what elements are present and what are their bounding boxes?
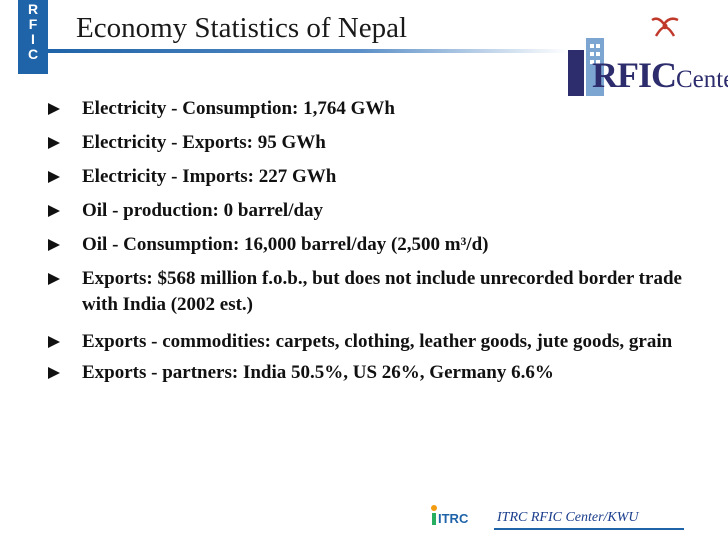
footer-label: ITRC RFIC Center/KWU [497, 510, 639, 525]
badge-letter-c: C [27, 46, 39, 62]
list-item: Exports: $568 million f.o.b., but does n… [46, 266, 706, 318]
list-item: Electricity - Exports: 95 GWh [46, 130, 706, 156]
badge-letter-f: F [28, 16, 38, 32]
bullet-arrow-icon [48, 137, 60, 149]
list-item: Exports - partners: India 50.5%, US 26%,… [46, 360, 706, 386]
badge-letter-r: R [27, 1, 39, 17]
bullet-arrow-icon [48, 239, 60, 251]
title-underline [48, 49, 568, 53]
logo-mark-icon [651, 17, 679, 37]
bullet-arrow-icon [48, 367, 60, 379]
page-title: Economy Statistics of Nepal [76, 12, 408, 44]
itrc-logo-text: ITRC [438, 511, 469, 526]
list-item-text: Exports - commodities: carpets, clothing… [82, 331, 673, 352]
list-item: Electricity - Imports: 227 GWh [46, 164, 706, 190]
bullet-arrow-icon [48, 103, 60, 115]
footer-underline [494, 528, 684, 530]
logo-main-text: RFIC [592, 55, 677, 95]
logo-suffix-text: Center [676, 66, 728, 93]
itrc-logo: ITRC [431, 505, 469, 526]
statistics-list: Electricity - Consumption: 1,764 GWh Ele… [46, 96, 706, 394]
list-item-text: Electricity - Imports: 227 GWh [82, 166, 337, 187]
bullet-arrow-icon [48, 171, 60, 183]
list-item-text: Oil - production: 0 barrel/day [82, 200, 324, 221]
rfic-side-badge: R F I C [18, 0, 48, 74]
building-icon [568, 38, 604, 96]
list-item-text: Exports - partners: India 50.5%, US 26%,… [82, 362, 554, 383]
bullet-arrow-icon [48, 336, 60, 348]
bullet-arrow-icon [48, 273, 60, 285]
list-item: Oil - Consumption: 16,000 barrel/day (2,… [46, 232, 706, 258]
list-item-text: Oil - Consumption: 16,000 barrel/day (2,… [82, 234, 489, 255]
list-item-text: Electricity - Exports: 95 GWh [82, 132, 326, 153]
bullet-arrow-icon [48, 205, 60, 217]
list-item-text: Electricity - Consumption: 1,764 GWh [82, 98, 395, 119]
list-item: Oil - production: 0 barrel/day [46, 198, 706, 224]
badge-letter-i: I [31, 31, 35, 47]
list-item: Exports - commodities: carpets, clothing… [46, 326, 706, 358]
list-item: Electricity - Consumption: 1,764 GWh [46, 96, 706, 122]
list-item-text: Exports: $568 million f.o.b., but does n… [82, 268, 682, 315]
